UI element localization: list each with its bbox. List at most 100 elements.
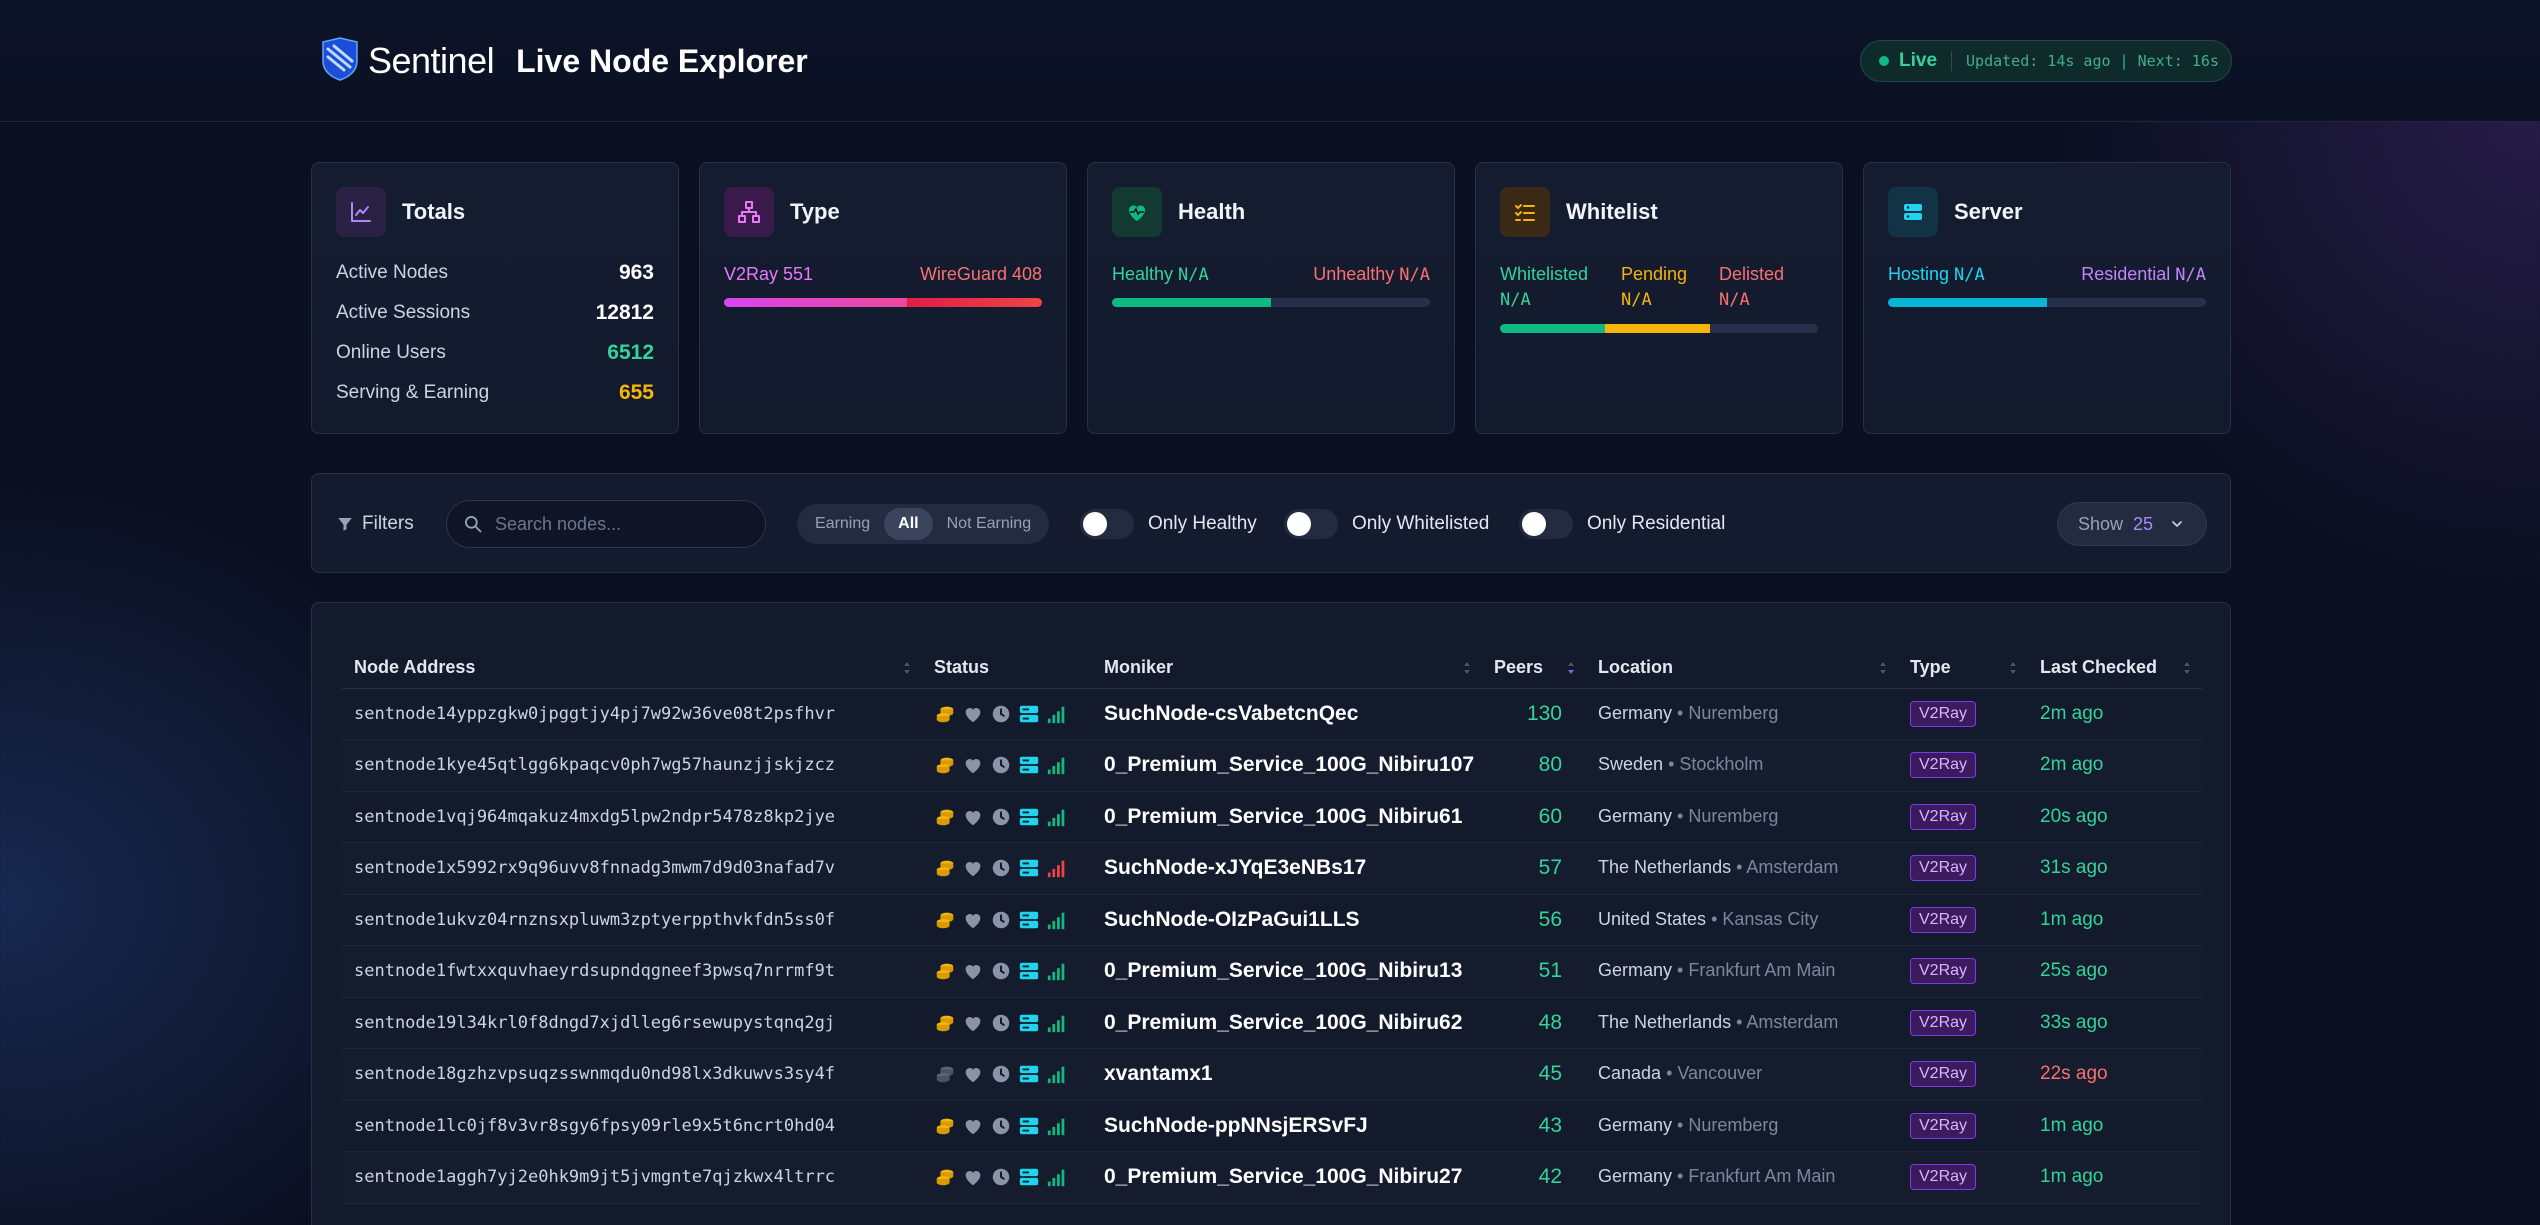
table-row[interactable]: sentnode1fwtxxquvhaeyrdsupndqgneef3pwsq7…	[342, 945, 2202, 998]
node-address[interactable]: sentnode1aggh7yj2e0hk9m9jt5jvmgnte7qjzkw…	[354, 1167, 836, 1188]
show-count-dropdown[interactable]: Show 25	[2057, 502, 2207, 546]
sentinel-shield-logo-icon	[320, 36, 360, 86]
nodes-table: Node Address Status Moniker Peers Locati…	[342, 648, 2202, 1204]
segment-not-earning[interactable]: Not Earning	[946, 515, 1032, 532]
location-city: Vancouver	[1677, 1063, 1763, 1084]
address-cell[interactable]: sentnode18gzhzvpsuqzsswnmqdu0nd98lx3dkuw…	[342, 1048, 922, 1101]
address-cell[interactable]: sentnode1ukvz04rnznsxpluwm3zptyerppthvkf…	[342, 894, 922, 946]
earning-coins-icon	[934, 754, 956, 776]
node-address[interactable]: sentnode19l34krl0f8dngd7xjdlleg6rsewupys…	[354, 1012, 836, 1033]
whitelist-clock-icon	[990, 806, 1012, 828]
address-cell[interactable]: sentnode1aggh7yj2e0hk9m9jt5jvmgnte7qjzkw…	[342, 1151, 922, 1204]
table-row[interactable]: sentnode1kye45qtlgg6kpaqcv0ph7wg57haunzj…	[342, 739, 2202, 792]
column-label: Status	[934, 657, 990, 678]
segment-all[interactable]: All	[884, 508, 933, 540]
table-row[interactable]: sentnode1aggh7yj2e0hk9m9jt5jvmgnte7qjzkw…	[342, 1151, 2202, 1204]
node-address[interactable]: sentnode1ukvz04rnznsxpluwm3zptyerppthvkf…	[354, 909, 836, 930]
table-row[interactable]: sentnode1x5992rx9q96uvv8fnnadg3mwm7d9d03…	[342, 842, 2202, 895]
node-address[interactable]: sentnode14yppzgkw0jpggtjy4pj7w92w36ve08t…	[354, 703, 836, 724]
earning-coins-icon	[934, 1012, 956, 1034]
hosting-server-icon	[1018, 806, 1040, 828]
status-icons	[934, 960, 1092, 982]
location-cell: Canada • Vancouver	[1586, 1048, 1898, 1101]
type-card: Type V2Ray 551 WireGuard 408	[699, 162, 1067, 434]
toggle-only-healthy[interactable]: Only Healthy	[1080, 504, 1257, 544]
node-address[interactable]: sentnode1fwtxxquvhaeyrdsupndqgneef3pwsq7…	[354, 961, 836, 982]
status-cell	[922, 997, 1092, 1049]
node-address[interactable]: sentnode1lc0jf8v3vr8sgy6fpsy09rle9x5t6nc…	[354, 1115, 836, 1136]
sort-desc-icon	[1568, 662, 1574, 674]
location-country: Germany	[1598, 805, 1673, 826]
toggle-only-whitelisted[interactable]: Only Whitelisted	[1284, 504, 1489, 544]
search-input[interactable]	[495, 513, 755, 535]
location-country: Canada	[1598, 1063, 1662, 1084]
type-cell: V2Ray	[1898, 842, 2028, 895]
location-separator: •	[1731, 1011, 1747, 1032]
type-cell: V2Ray	[1898, 688, 2028, 740]
column-header-node-address[interactable]: Node Address	[342, 648, 922, 689]
location-country: The Netherlands	[1598, 1011, 1732, 1032]
table-row[interactable]: sentnode18gzhzvpsuqzsswnmqdu0nd98lx3dkuw…	[342, 1048, 2202, 1101]
status-icons	[934, 909, 1092, 931]
last-checked-cell: 2m ago	[2028, 688, 2202, 740]
moniker-cell: xvantamx1	[1092, 1048, 1482, 1101]
address-cell[interactable]: sentnode14yppzgkw0jpggtjy4pj7w92w36ve08t…	[342, 688, 922, 740]
toggle-label: Only Healthy	[1148, 513, 1257, 534]
moniker-cell: 0_Premium_Service_100G_Nibiru107	[1092, 739, 1482, 792]
last-checked-cell: 1m ago	[2028, 1100, 2202, 1152]
address-cell[interactable]: sentnode19l34krl0f8dngd7xjdlleg6rsewupys…	[342, 997, 922, 1049]
column-header-last-checked[interactable]: Last Checked	[2028, 648, 2202, 689]
node-moniker: 0_Premium_Service_100G_Nibiru62	[1104, 1010, 1463, 1034]
health-heart-icon	[962, 1012, 984, 1034]
last-checked-cell: 2m ago	[2028, 739, 2202, 792]
node-address[interactable]: sentnode18gzhzvpsuqzsswnmqdu0nd98lx3dkuw…	[354, 1064, 836, 1085]
address-cell[interactable]: sentnode1x5992rx9q96uvv8fnnadg3mwm7d9d03…	[342, 842, 922, 895]
toggle-switch[interactable]	[1284, 509, 1338, 539]
unhealthy-value: N/A	[1399, 265, 1430, 285]
toggle-only-residential[interactable]: Only Residential	[1519, 504, 1725, 544]
type-cell: V2Ray	[1898, 791, 2028, 843]
table-row[interactable]: sentnode1ukvz04rnznsxpluwm3zptyerppthvkf…	[342, 894, 2202, 946]
brand[interactable]: Sentinel Live Node Explorer	[320, 36, 808, 86]
hosting-server-icon	[1018, 1115, 1040, 1137]
column-header-peers[interactable]: Peers	[1482, 648, 1586, 689]
earning-coins-icon	[934, 960, 956, 982]
sort-icon	[2184, 662, 2190, 674]
toggle-switch[interactable]	[1080, 509, 1134, 539]
card-header: Server	[1888, 187, 2023, 237]
last-checked-cell: 1m ago	[2028, 894, 2202, 946]
column-header-moniker[interactable]: Moniker	[1092, 648, 1482, 689]
health-heart-icon	[962, 703, 984, 725]
server-icon	[1888, 187, 1938, 237]
residential-count: Residential N/A	[2081, 261, 2206, 288]
table-row[interactable]: sentnode1lc0jf8v3vr8sgy6fpsy09rle9x5t6nc…	[342, 1100, 2202, 1152]
address-cell[interactable]: sentnode1vqj964mqakuz4mxdg5lpw2ndpr5478z…	[342, 791, 922, 843]
stat-active-sessions: Active Sessions 12812	[336, 301, 654, 325]
peers-cell: 45	[1482, 1048, 1586, 1101]
column-header-location[interactable]: Location	[1586, 648, 1898, 689]
filters-text: Filters	[362, 513, 414, 534]
table-row[interactable]: sentnode19l34krl0f8dngd7xjdlleg6rsewupys…	[342, 997, 2202, 1049]
delisted-value: N/A	[1719, 290, 1750, 310]
table-row[interactable]: sentnode14yppzgkw0jpggtjy4pj7w92w36ve08t…	[342, 688, 2202, 740]
earning-coins-icon	[934, 806, 956, 828]
moniker-cell: SuchNode-OIzPaGui1LLS	[1092, 894, 1482, 946]
health-heart-icon	[962, 960, 984, 982]
location-separator: •	[1663, 754, 1680, 775]
search-box[interactable]	[446, 500, 766, 548]
status-icons	[934, 1063, 1092, 1085]
type-badge: V2Ray	[1910, 1009, 1977, 1036]
address-cell[interactable]: sentnode1kye45qtlgg6kpaqcv0ph7wg57haunzj…	[342, 739, 922, 792]
hosting-server-icon	[1018, 1063, 1040, 1085]
node-address[interactable]: sentnode1x5992rx9q96uvv8fnnadg3mwm7d9d03…	[354, 858, 836, 879]
node-address[interactable]: sentnode1vqj964mqakuz4mxdg5lpw2ndpr5478z…	[354, 806, 836, 827]
table-row[interactable]: sentnode1vqj964mqakuz4mxdg5lpw2ndpr5478z…	[342, 791, 2202, 843]
segment-earning[interactable]: Earning	[815, 515, 871, 532]
toggle-switch[interactable]	[1519, 509, 1573, 539]
node-address[interactable]: sentnode1kye45qtlgg6kpaqcv0ph7wg57haunzj…	[354, 755, 836, 776]
address-cell[interactable]: sentnode1fwtxxquvhaeyrdsupndqgneef3pwsq7…	[342, 945, 922, 998]
last-checked-value: 1m ago	[2040, 908, 2104, 930]
residential-value: N/A	[2175, 265, 2206, 285]
address-cell[interactable]: sentnode1lc0jf8v3vr8sgy6fpsy09rle9x5t6nc…	[342, 1100, 922, 1152]
column-header-type[interactable]: Type	[1898, 648, 2028, 689]
